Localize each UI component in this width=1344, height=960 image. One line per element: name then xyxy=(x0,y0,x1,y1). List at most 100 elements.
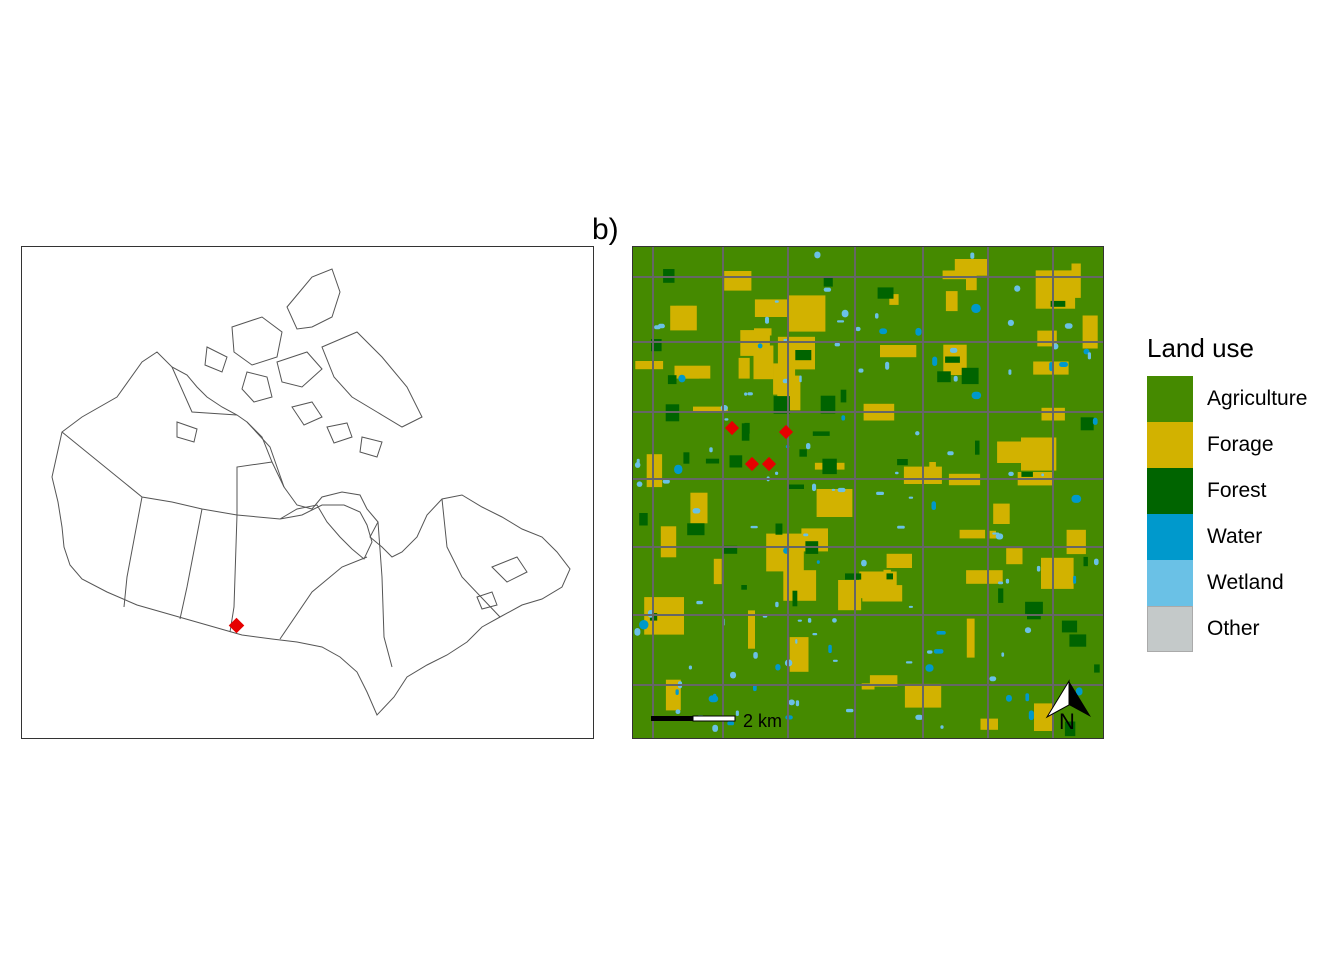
forest-patch xyxy=(897,459,908,466)
water-patch xyxy=(775,664,781,671)
north-arrow-label: N xyxy=(1059,709,1075,734)
forest-patch xyxy=(775,523,783,535)
water-patch xyxy=(1071,494,1082,503)
water-patch xyxy=(708,695,719,703)
wetland-patch xyxy=(1094,558,1099,566)
forest-patch xyxy=(1080,417,1094,431)
wetland-patch xyxy=(806,443,811,450)
wetland-patch xyxy=(1007,319,1014,326)
forage-patch xyxy=(816,489,853,517)
scale-bar xyxy=(651,715,736,722)
wetland-patch xyxy=(788,699,795,706)
forage-patch xyxy=(997,441,1029,463)
wetland-patch xyxy=(1005,578,1010,584)
forest-patch xyxy=(687,523,705,536)
hudson-bay-outline xyxy=(279,504,373,560)
wetland-patch xyxy=(1014,285,1021,292)
legend-key-agriculture xyxy=(1147,376,1193,422)
forage-patch xyxy=(748,610,755,649)
wetland-patch xyxy=(775,471,779,475)
legend-key-wetland xyxy=(1147,560,1193,606)
wetland-patch xyxy=(803,533,809,537)
forest-patch xyxy=(998,588,1004,603)
forest-patch xyxy=(823,276,833,287)
water-patch xyxy=(816,560,820,564)
legend-item-forest: Forest xyxy=(1147,468,1307,514)
forage-patch xyxy=(1034,703,1054,731)
wetland-patch xyxy=(953,375,958,382)
wetland-patch xyxy=(696,600,703,605)
wetland-patch xyxy=(876,491,884,495)
canada-outline-map xyxy=(51,268,571,716)
forest-patch xyxy=(845,573,862,580)
forage-patch xyxy=(889,294,899,305)
water-patch xyxy=(933,649,944,654)
forest-patch xyxy=(937,371,951,383)
wetland-patch xyxy=(995,533,1004,540)
wetland-patch xyxy=(709,447,713,453)
wetland-patch xyxy=(812,633,818,636)
forest-patch xyxy=(639,513,648,526)
water-patch xyxy=(727,721,735,726)
wetland-patch xyxy=(795,700,800,707)
land-use-map: 2 km N xyxy=(632,246,1104,739)
water-patch xyxy=(932,356,938,366)
wetland-patch xyxy=(1008,471,1014,476)
wetland-patch xyxy=(837,487,846,493)
water-patch xyxy=(828,644,832,653)
forest-patch xyxy=(877,287,894,299)
forage-patch xyxy=(789,637,809,672)
forest-patch xyxy=(822,458,837,475)
forest-patch xyxy=(667,375,677,385)
forest-patch xyxy=(1069,634,1087,647)
forage-patch xyxy=(646,454,663,488)
water-patch xyxy=(1075,687,1083,696)
water-patch xyxy=(879,328,888,335)
forage-patch xyxy=(966,570,1003,584)
forest-patch xyxy=(1094,664,1100,673)
wetland-patch xyxy=(915,714,923,720)
water-patch xyxy=(675,689,679,695)
site-location-marker xyxy=(228,617,245,634)
wetland-patch xyxy=(897,525,905,529)
water-patch xyxy=(757,343,763,349)
wetland-patch xyxy=(905,661,913,664)
wetland-patch xyxy=(735,710,739,716)
road-grid xyxy=(633,247,1103,738)
wetland-patch xyxy=(797,619,802,622)
water-patch xyxy=(674,464,683,475)
forest-patch xyxy=(795,350,812,361)
forage-patch xyxy=(954,259,988,276)
legend-item-water: Water xyxy=(1147,514,1307,560)
wetland-patch xyxy=(1087,352,1091,360)
legend-item-agriculture: Agriculture xyxy=(1147,376,1307,422)
forage-patch xyxy=(665,679,681,711)
wetland-patch xyxy=(1036,565,1041,572)
wetland-patch xyxy=(662,479,670,484)
forage-patch xyxy=(989,530,996,539)
land-use-patches xyxy=(634,251,1100,737)
wetland-patch xyxy=(747,392,753,396)
site-marker xyxy=(744,456,760,472)
wetland-patch xyxy=(947,451,954,456)
forage-patch xyxy=(713,558,722,585)
legend-key-water xyxy=(1147,514,1193,560)
forest-patch xyxy=(729,455,743,468)
legend-label: Forage xyxy=(1207,433,1274,456)
wetland-patch xyxy=(765,316,769,324)
forage-patch xyxy=(861,683,875,690)
wetland-patch xyxy=(807,618,812,623)
forest-patch xyxy=(705,458,720,464)
north-arrow-icon xyxy=(1045,679,1091,719)
water-patch xyxy=(1059,362,1068,367)
land-use-raster: 2 km N xyxy=(633,247,1103,738)
forest-patch xyxy=(741,585,747,590)
wetland-patch xyxy=(831,488,836,491)
forest-patch xyxy=(1061,620,1078,633)
wetland-patch xyxy=(782,378,789,384)
wetland-patch xyxy=(832,618,837,623)
legend-item-other: Other xyxy=(1147,606,1307,652)
wetland-patch xyxy=(832,659,838,662)
water-patch xyxy=(915,327,922,336)
water-patch xyxy=(753,684,757,692)
